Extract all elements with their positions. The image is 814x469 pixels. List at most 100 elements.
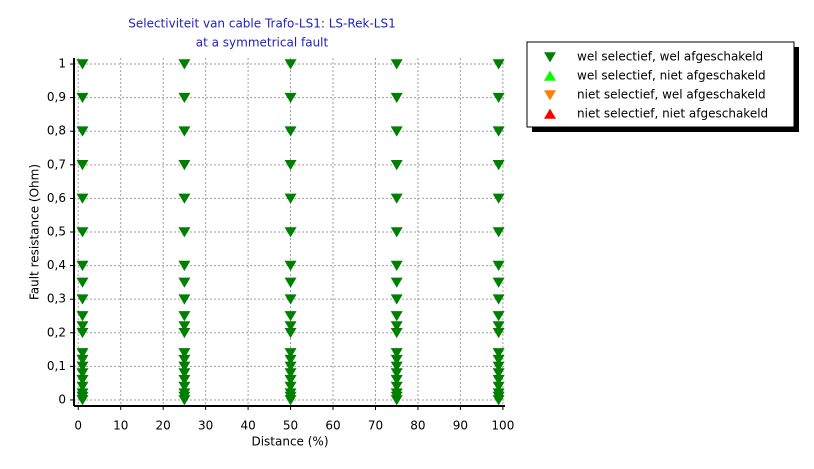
legend-box	[526, 41, 795, 128]
x-tick-label: 30	[198, 419, 213, 433]
point	[178, 92, 191, 104]
legend-marker	[544, 90, 556, 101]
point	[390, 374, 403, 386]
point	[284, 361, 297, 372]
point	[390, 348, 403, 359]
point	[178, 361, 191, 372]
point	[492, 227, 505, 238]
point	[178, 348, 191, 359]
point	[284, 374, 297, 386]
point	[492, 59, 505, 70]
chart-title: Selectiviteit van cable Trafo-LS1: LS-Re…	[128, 17, 396, 31]
legend-marker	[544, 108, 556, 119]
y-tick-label: 0	[58, 392, 66, 406]
point	[284, 277, 297, 288]
point	[390, 311, 403, 322]
point	[76, 368, 89, 379]
point	[492, 354, 505, 366]
legend-label: niet selectief, wel afgeschakeld	[577, 88, 766, 102]
x-tick-label: 50	[283, 419, 298, 433]
point	[178, 381, 191, 392]
point	[492, 277, 505, 288]
point	[76, 391, 89, 402]
point	[390, 193, 403, 204]
point	[390, 361, 403, 372]
point	[284, 294, 297, 305]
legend-label: wel selectief, niet afgeschakeld	[577, 69, 766, 83]
point	[390, 294, 403, 305]
point	[390, 260, 403, 271]
point	[178, 374, 191, 386]
point	[390, 327, 403, 339]
point	[284, 311, 297, 322]
point	[76, 227, 89, 238]
point	[492, 368, 505, 379]
y-tick-label: 0,7	[47, 157, 66, 171]
point	[76, 321, 89, 332]
point	[178, 391, 191, 402]
point	[492, 327, 505, 339]
point	[76, 381, 89, 392]
y-tick-label: 0,1	[47, 359, 66, 373]
point	[76, 193, 89, 204]
point	[178, 260, 191, 271]
point	[178, 327, 191, 339]
point	[284, 227, 297, 238]
point	[284, 160, 297, 171]
point	[492, 92, 505, 104]
point	[76, 311, 89, 322]
point	[178, 354, 191, 366]
point	[178, 59, 191, 70]
point	[492, 193, 505, 204]
point	[76, 160, 89, 171]
point	[284, 381, 297, 392]
point	[178, 160, 191, 171]
legend-marker	[544, 70, 556, 81]
point	[76, 348, 89, 359]
point	[390, 126, 403, 137]
legend-label: niet selectief, niet afgeschakeld	[577, 107, 768, 121]
point	[492, 348, 505, 359]
point	[492, 311, 505, 322]
point	[178, 126, 191, 137]
point	[390, 368, 403, 379]
point	[76, 327, 89, 339]
y-tick-label: 0,4	[47, 258, 66, 272]
point	[76, 277, 89, 288]
point	[390, 277, 403, 288]
point	[76, 260, 89, 271]
point	[284, 126, 297, 137]
point	[284, 327, 297, 339]
point	[76, 374, 89, 386]
point	[390, 59, 403, 70]
y-tick-label: 0,2	[47, 325, 66, 339]
x-tick-label: 100	[491, 419, 514, 433]
point	[284, 59, 297, 70]
point	[76, 354, 89, 366]
x-axis-label: Distance (%)	[251, 435, 328, 449]
point	[492, 374, 505, 386]
point	[284, 354, 297, 366]
point	[492, 391, 505, 402]
point	[76, 126, 89, 137]
point	[390, 391, 403, 402]
y-tick-label: 0,8	[47, 124, 66, 138]
point	[492, 294, 505, 305]
point	[390, 381, 403, 392]
y-tick-label: 1	[58, 57, 66, 71]
point	[492, 381, 505, 392]
point	[76, 294, 89, 305]
point	[76, 59, 89, 70]
point	[284, 193, 297, 204]
y-tick-label: 0,3	[47, 292, 66, 306]
y-axis-label: Fault resistance (Ohm)	[28, 164, 42, 300]
point	[284, 368, 297, 379]
point	[76, 361, 89, 372]
x-tick-label: 80	[410, 419, 425, 433]
x-tick-label: 10	[113, 419, 128, 433]
x-tick-label: 40	[240, 419, 255, 433]
point	[390, 227, 403, 238]
y-tick-label: 0,6	[47, 191, 66, 205]
point	[390, 321, 403, 332]
